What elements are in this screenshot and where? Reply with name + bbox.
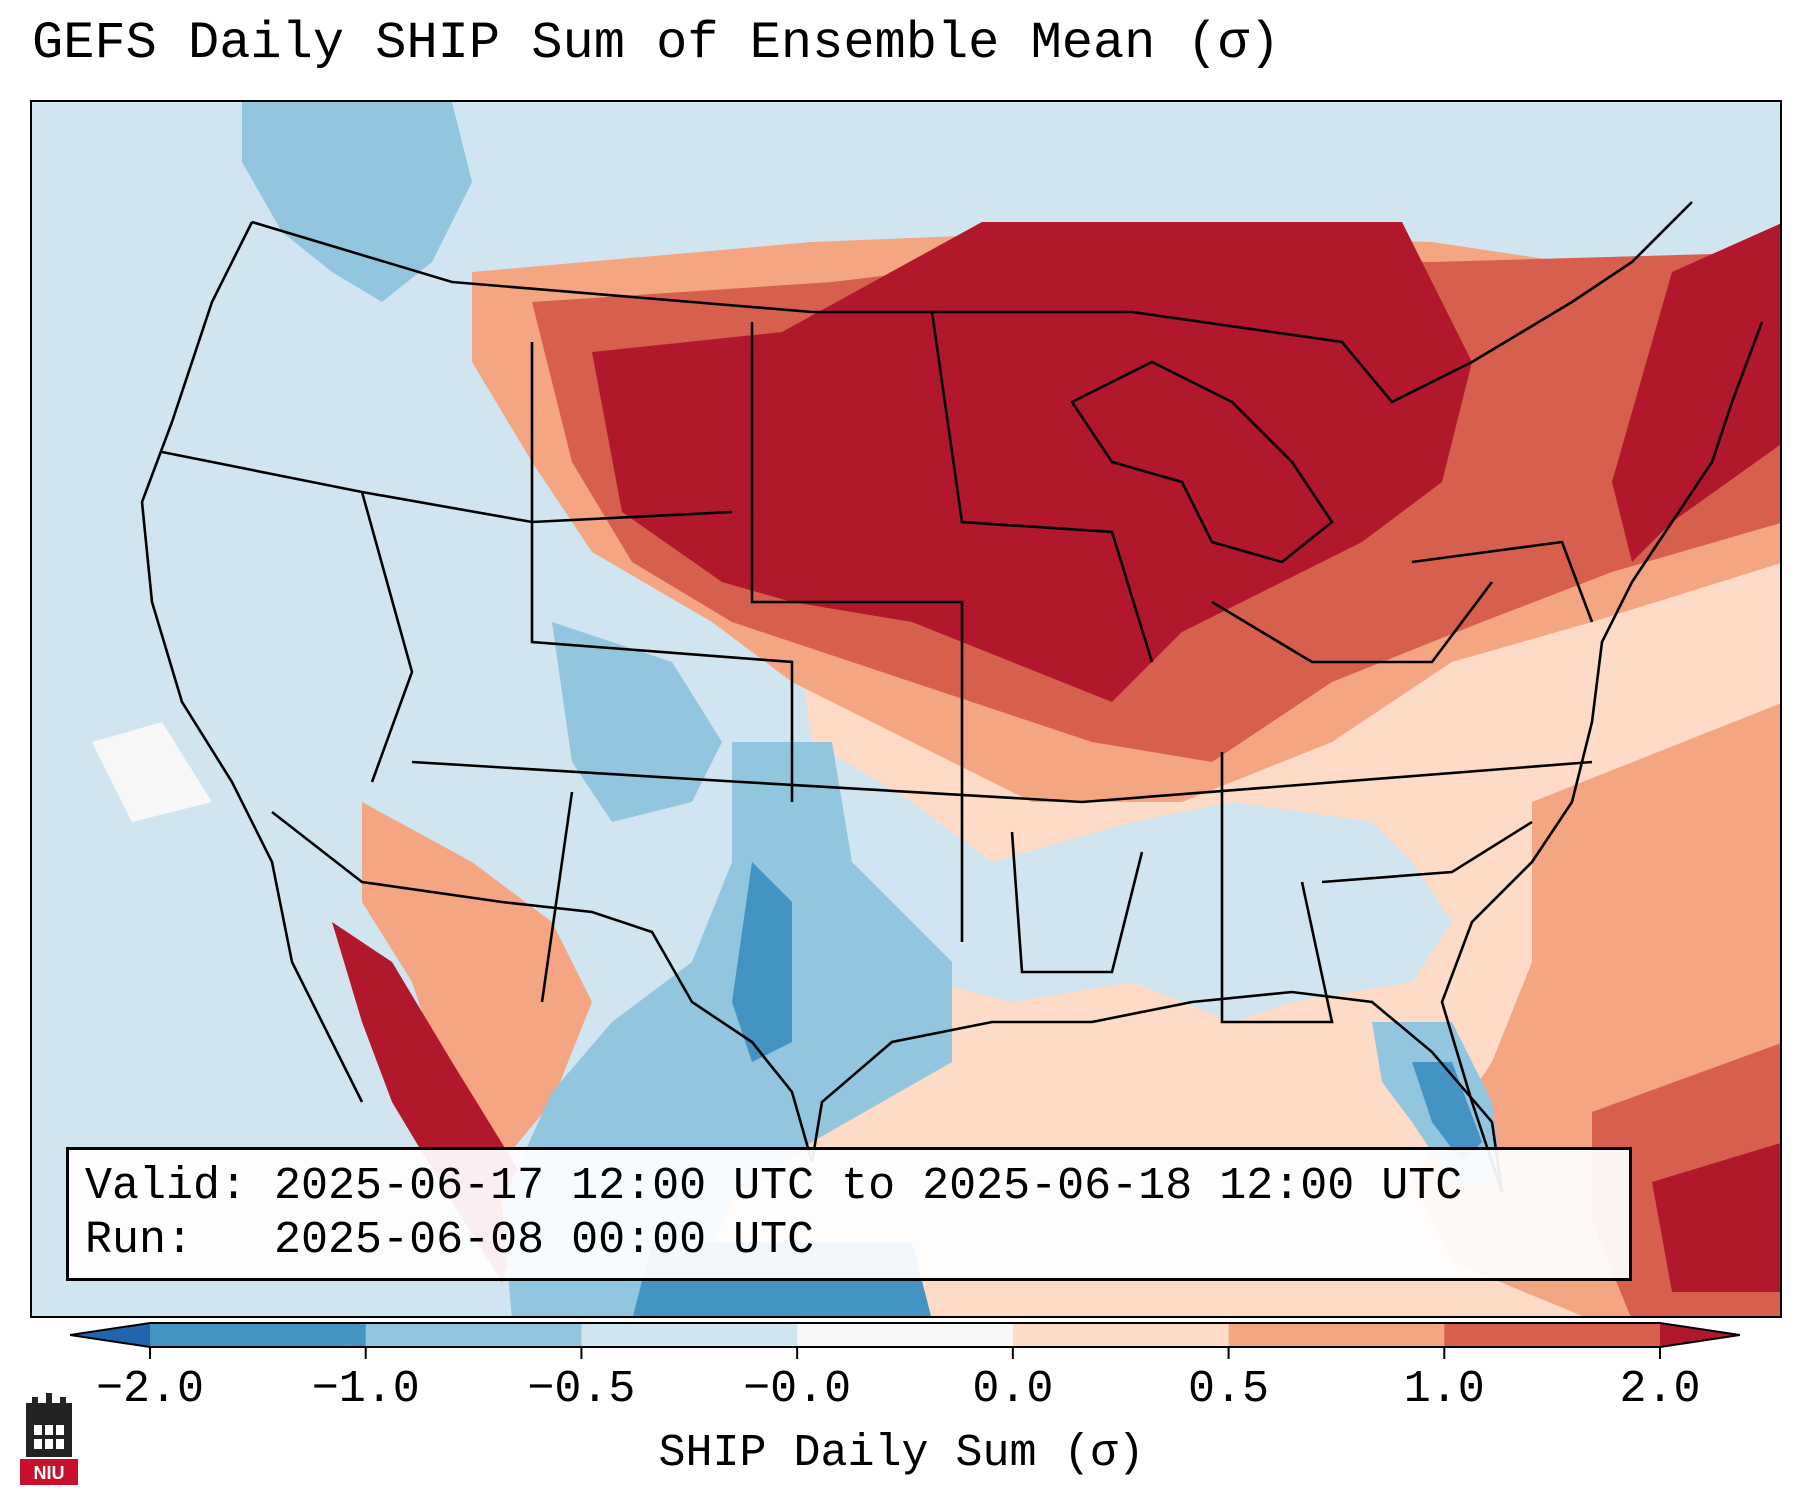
state-line-11 — [1211, 581, 1494, 664]
state-line-12 — [1411, 540, 1594, 623]
colorbar-extend-low — [70, 1323, 150, 1347]
map-canvas — [92, 102, 1780, 1316]
anomaly-region-white-pacific — [92, 722, 212, 822]
niu-logo-badge — [20, 1459, 78, 1485]
east-coast — [1440, 321, 1764, 1193]
us-mexico-border — [271, 810, 814, 1163]
colorbar-tick-label: 1.0 — [1403, 1364, 1485, 1415]
colorbar-bin — [1444, 1323, 1661, 1347]
colorbar-tick-label: 2.0 — [1619, 1364, 1701, 1415]
boundary-lines — [140, 201, 1764, 1193]
colorbar-bin — [581, 1323, 798, 1347]
anomaly-region-blue-florida — [1412, 1062, 1482, 1162]
map-title: GEFS Daily SHIP Sum of Ensemble Mean (σ) — [32, 14, 1281, 73]
run-row: Run: 2025-06-08 00:00 UTC — [85, 1214, 1629, 1268]
run-value: 2025-06-08 00:00 UTC — [274, 1215, 815, 1266]
state-line-4 — [750, 322, 964, 942]
colorbar — [70, 1322, 1740, 1359]
anomaly-region-dark-red-caribbean — [1652, 1143, 1780, 1292]
colorbar-tick-label: 0.0 — [972, 1364, 1054, 1415]
anomaly-region-light-blue-nw — [242, 102, 472, 302]
run-label: Run: — [85, 1215, 194, 1266]
colorbar-bin — [150, 1323, 367, 1347]
colorbar-tick-label: −0.0 — [743, 1364, 852, 1415]
anomaly-region-light-blue-rockies — [552, 622, 722, 822]
state-line-3 — [360, 491, 414, 783]
state-line-7 — [540, 791, 574, 1003]
colorbar-bin — [365, 1323, 582, 1347]
colorbar-label: SHIP Daily Sum (σ) — [658, 1428, 1145, 1479]
anomaly-region-blue-texas-core — [732, 862, 792, 1062]
valid-value: 2025-06-17 12:00 UTC to 2025-06-18 12:00… — [274, 1161, 1463, 1212]
niu-logo-body — [26, 1419, 72, 1457]
anomaly-region-salmon-sw — [362, 802, 592, 1162]
valid-label: Valid: — [85, 1161, 248, 1212]
colorbar-tick-label: −0.5 — [527, 1364, 636, 1415]
state-line-6 — [411, 760, 1593, 804]
colorbar-bin — [1228, 1323, 1445, 1347]
map-panel — [30, 100, 1782, 1318]
state-line-9 — [1220, 752, 1334, 1024]
valid-row: Valid: 2025-06-17 12:00 UTC to 2025-06-1… — [85, 1160, 1629, 1214]
niu-logo-tower — [26, 1393, 72, 1419]
validity-info-box: Valid: 2025-06-17 12:00 UTC to 2025-06-1… — [66, 1147, 1632, 1281]
west-coast — [140, 221, 364, 1103]
state-line-5 — [930, 311, 1154, 663]
state-line-1 — [161, 450, 733, 524]
anomaly-region-dark-red — [592, 222, 1472, 702]
niu-logo-text: NIU — [34, 1463, 65, 1483]
niu-logo: NIU — [20, 1393, 78, 1485]
colorbar-bin — [1012, 1323, 1230, 1347]
state-line-8 — [1010, 831, 1144, 974]
great-lakes-outline — [1070, 360, 1334, 564]
colorbar-extend-high — [1660, 1323, 1740, 1347]
us-canada-border — [251, 201, 1693, 404]
colorbar-tick-label: −2.0 — [95, 1364, 205, 1415]
anomaly-field — [92, 102, 1780, 1316]
gulf-coast — [810, 990, 1504, 1193]
colorbar-tick-label: 0.5 — [1188, 1364, 1270, 1415]
colorbar-bin — [797, 1323, 1014, 1347]
anomaly-region-dark-red-ne — [1612, 223, 1780, 562]
colorbar-tick-label: −1.0 — [311, 1364, 420, 1415]
state-line-10 — [1321, 820, 1533, 884]
state-line-2 — [530, 342, 794, 802]
